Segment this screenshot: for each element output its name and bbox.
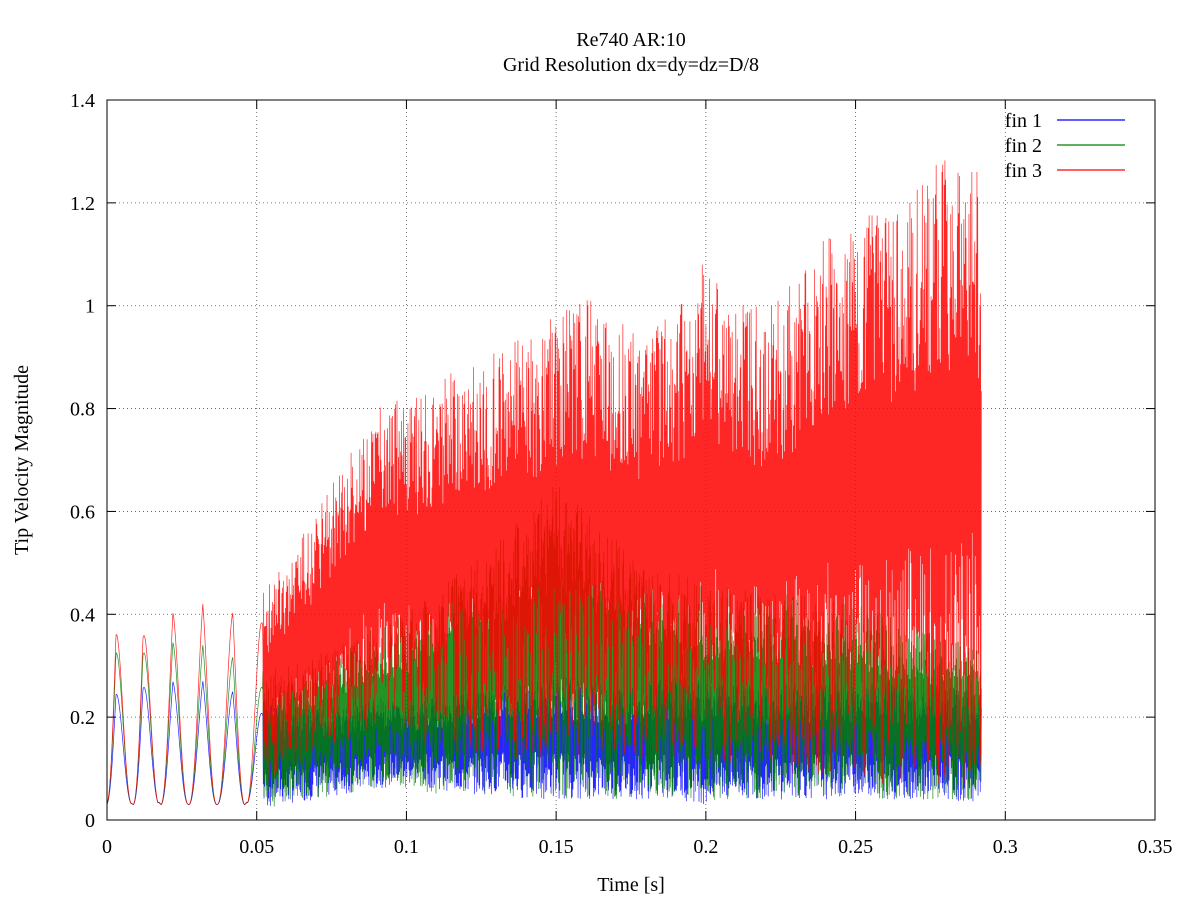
legend-label: fin 2 [1005,135,1042,157]
x-tick-label: 0 [102,836,112,858]
y-tick-label: 0.6 [70,501,95,523]
legend-label: fin 1 [1005,110,1042,132]
plot-frame [106,99,1156,821]
x-tick-label: 0.05 [239,836,274,858]
legend: fin 1 fin 2 fin 3 [1005,110,1125,182]
series-line-fin-3 [106,160,982,806]
x-tick-label: 0.2 [693,836,718,858]
x-tick-label: 0.3 [993,836,1018,858]
legend-label: fin 3 [1005,160,1042,182]
x-axis-label: Time [s] [597,874,665,896]
x-tick-label: 0.35 [1138,836,1173,858]
axis-ticks: 0 0.2 0.4 0.6 0.8 1 1.2 1.4 0 0.05 0.1 0.15 0.2 0.25 0… [70,90,1173,858]
x-tick-label: 0.25 [838,836,873,858]
x-tick-label: 0.15 [539,836,574,858]
x-tick-label: 0.1 [394,836,419,858]
y-tick-label: 1.4 [70,90,95,112]
y-tick-label: 0.2 [70,707,95,729]
series-layer [106,160,982,807]
chart-subtitle: Grid Resolution dx=dy=dz=D/8 [503,54,759,76]
y-tick-label: 1.2 [70,193,95,215]
y-tick-label: 0 [85,810,95,832]
y-tick-label: 0.4 [70,604,95,626]
y-axis-label: Tip Velocity Magnitude [11,365,33,555]
chart-title: Re740 AR:10 [576,29,685,51]
y-tick-label: 1 [85,296,95,318]
y-tick-label: 0.8 [70,399,95,421]
